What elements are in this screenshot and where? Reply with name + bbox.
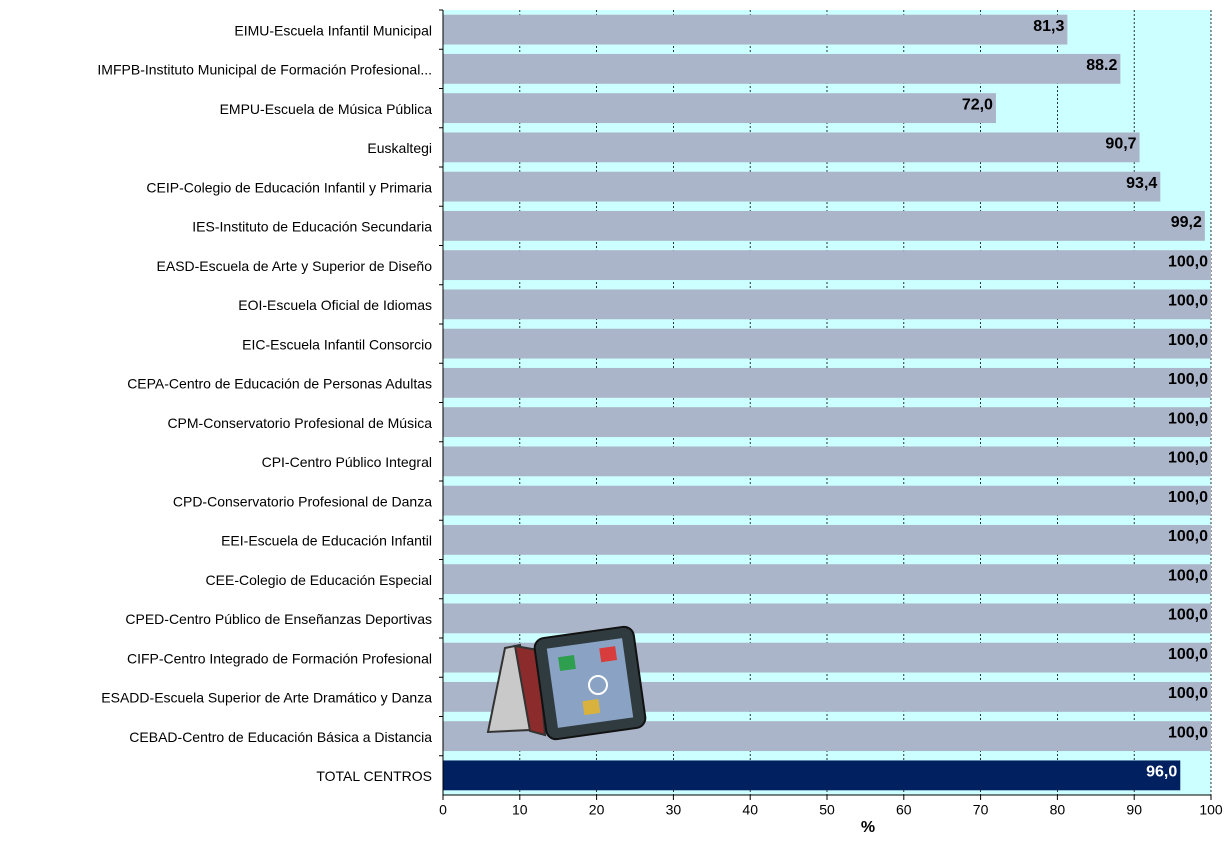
value-label: 100,0: [1168, 646, 1208, 663]
category-label: CPI-Centro Público Integral: [262, 454, 432, 470]
category-label: IES-Instituto de Educación Secundaria: [192, 219, 432, 235]
bar: [443, 14, 1068, 45]
x-tick-label: 0: [439, 802, 447, 818]
x-tick-label: 40: [742, 802, 758, 818]
category-label: EOI-Escuela Oficial de Idiomas: [238, 297, 432, 313]
value-label: 81,3: [1033, 18, 1064, 35]
bar: [443, 132, 1140, 163]
category-label: ESADD-Escuela Superior de Arte Dramático…: [101, 690, 432, 706]
category-label: CPD-Conservatorio Profesional de Danza: [173, 493, 432, 509]
bar: [443, 210, 1205, 241]
value-label: 93,4: [1126, 175, 1157, 192]
x-tick-label: 70: [973, 802, 989, 818]
bar: [443, 328, 1211, 359]
value-label: 96,0: [1146, 764, 1177, 781]
category-label: EASD-Escuela de Arte y Superior de Diseñ…: [157, 258, 433, 274]
category-label: CIFP-Centro Integrado de Formación Profe…: [127, 650, 432, 666]
bar: [443, 289, 1211, 320]
bar: [443, 524, 1211, 555]
x-tick-label: 30: [666, 802, 682, 818]
category-label: EEI-Escuela de Educación Infantil: [221, 533, 432, 549]
x-tick-label: 10: [512, 802, 528, 818]
value-label: 72,0: [962, 96, 993, 113]
bar: [443, 407, 1211, 438]
bar: [443, 367, 1211, 398]
value-label: 100,0: [1168, 528, 1208, 545]
value-label: 100,0: [1168, 450, 1208, 467]
x-tick-label: 80: [1050, 802, 1066, 818]
tablet-icon: [486, 625, 647, 741]
bar: [443, 760, 1181, 791]
bar: [443, 250, 1211, 281]
value-label: 100,0: [1168, 724, 1208, 741]
bar: [443, 603, 1211, 634]
x-tick-label: 20: [589, 802, 605, 818]
x-tick-label: 50: [819, 802, 835, 818]
category-label: CPED-Centro Público de Enseñanzas Deport…: [125, 611, 432, 627]
value-label: 100,0: [1168, 607, 1208, 624]
category-label: EMPU-Escuela de Música Pública: [220, 101, 433, 117]
category-label: EIC-Escuela Infantil Consorcio: [242, 336, 432, 352]
bars: [443, 14, 1211, 791]
category-label: TOTAL CENTROS: [316, 768, 432, 784]
bar: [443, 485, 1211, 516]
x-tick-label: 90: [1126, 802, 1142, 818]
value-label: 99,2: [1171, 214, 1202, 231]
value-label: 100,0: [1168, 332, 1208, 349]
value-label: 90,7: [1105, 136, 1136, 153]
value-label: 100,0: [1168, 567, 1208, 584]
bar: [443, 564, 1211, 595]
value-label: 100,0: [1168, 410, 1208, 427]
x-axis-title: %: [861, 819, 875, 836]
category-label: CEBAD-Centro de Educación Básica a Dista…: [129, 729, 432, 745]
category-label: CPM-Conservatorio Profesional de Música: [167, 415, 432, 431]
value-label: 100,0: [1168, 253, 1208, 270]
bar: [443, 171, 1161, 202]
bar: [443, 53, 1121, 84]
x-tick-label: 60: [896, 802, 912, 818]
bar: [443, 93, 996, 124]
value-label: 100,0: [1168, 371, 1208, 388]
value-label: 100,0: [1168, 685, 1208, 702]
category-label: Euskaltegi: [367, 140, 432, 156]
category-label: EIMU-Escuela Infantil Municipal: [234, 22, 432, 38]
x-tick-label: 100: [1199, 802, 1223, 818]
category-label: IMFPB-Instituto Municipal de Formación P…: [97, 62, 432, 78]
bar: [443, 446, 1211, 477]
category-label: CEIP-Colegio de Educación Infantil y Pri…: [146, 179, 432, 195]
value-label: 100,0: [1168, 293, 1208, 310]
value-label: 88.2: [1086, 57, 1117, 74]
value-label: 100,0: [1168, 489, 1208, 506]
category-label: CEPA-Centro de Educación de Personas Adu…: [127, 376, 432, 392]
category-label: CEE-Colegio de Educación Especial: [206, 572, 432, 588]
